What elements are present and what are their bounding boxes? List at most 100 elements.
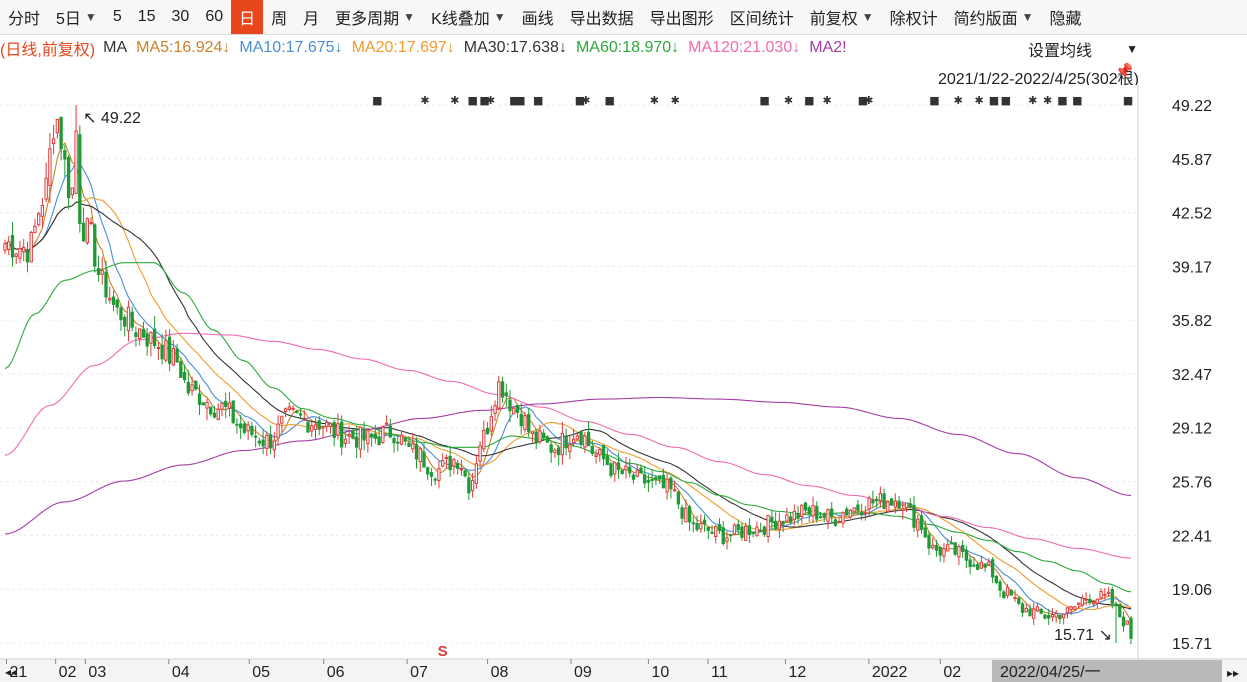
toolbar-item-2[interactable]: 5 [105,0,130,34]
candle [1080,594,1085,607]
candle [949,536,954,545]
toolbar-item-15[interactable]: 前复权 ▼ [802,0,882,34]
toolbar-item-13[interactable]: 导出图形 [642,0,722,34]
scroll-right-icon[interactable]: ▸▸ [1227,666,1239,680]
candle [1009,589,1013,596]
chevron-down-icon: ▼ [84,10,97,24]
toolbar-item-0[interactable]: 分时 [0,0,48,34]
toolbar-item-6[interactable]: 日 [231,0,264,34]
event-marker[interactable]: ■ [1057,94,1067,107]
event-marker[interactable]: ■ [467,94,477,107]
candle [358,426,363,458]
toolbar-item-14[interactable]: 区间统计 [722,0,802,34]
candle [336,413,340,440]
candle [1062,613,1066,625]
event-marker[interactable]: ✱ [420,94,429,107]
toolbar-item-8[interactable]: 月 [295,0,327,34]
toolbar-item-1[interactable]: 5日 ▼ [48,0,105,34]
event-marker[interactable]: ✱ [784,94,793,107]
legend-ma-label[interactable]: MA [103,39,128,56]
signal-marker[interactable]: S [438,643,448,660]
candle [691,516,695,533]
toolbar-item-18[interactable]: 隐藏 [1042,0,1090,34]
event-marker[interactable]: ■ [605,94,615,107]
candle [856,499,860,516]
candle [186,370,190,396]
scroll-left-icon[interactable]: ◂◂ [5,665,17,679]
legend-item-6: MA2! [809,39,847,56]
candle [874,496,879,508]
event-marker[interactable]: ■ [515,94,525,107]
toolbar-item-17[interactable]: 简约版面 ▼ [946,0,1042,34]
event-marker[interactable]: ■ [479,94,489,107]
event-marker[interactable]: ■ [372,94,382,107]
candle [134,326,138,347]
event-marker[interactable]: ✱ [954,94,963,107]
candle [422,443,426,468]
event-marker[interactable]: ■ [759,94,769,107]
candle [497,376,501,411]
event-marker[interactable]: ✱ [974,94,983,107]
candle [104,260,108,304]
candle [366,428,370,453]
event-marker[interactable]: ✱ [823,94,832,107]
candle [1106,587,1111,597]
candle [130,306,134,332]
low-price-label: 15.71 ↘ [1054,627,1112,644]
toolbar-item-12[interactable]: 导出数据 [562,0,642,34]
event-marker[interactable]: ✱ [581,94,590,107]
candle [882,488,886,510]
candle [755,521,759,537]
candle [538,424,542,445]
toolbar-item-4[interactable]: 30 [164,0,198,34]
toolbar-item-16[interactable]: 除权计 [882,0,946,34]
candle [1005,584,1010,599]
event-marker[interactable]: ■ [929,94,939,107]
event-marker[interactable]: ■ [1001,94,1011,107]
candle [152,316,157,349]
event-marker[interactable]: ✱ [864,94,873,107]
event-marker[interactable]: ✱ [450,94,459,107]
pin-icon[interactable]: 📌 [1114,63,1134,80]
event-marker[interactable]: ■ [1123,94,1133,107]
toolbar-item-10[interactable]: K线叠加 ▼ [423,0,514,34]
event-marker[interactable]: ■ [989,94,999,107]
time-tick-label: 21 [9,664,27,681]
toolbar-item-11[interactable]: 画线 [514,0,562,34]
toolbar-item-label: 5 [112,8,122,25]
candle [983,563,987,573]
event-marker[interactable]: ✱ [1028,94,1037,107]
toolbar-item-7[interactable]: 周 [263,0,295,34]
toolbar-item-9[interactable]: 更多周期 ▼ [327,0,423,34]
candle [661,468,666,489]
candle [1069,605,1073,616]
candle [33,218,37,234]
candle [3,239,7,255]
candle [628,458,632,478]
candle [564,428,568,456]
event-marker[interactable]: ✱ [486,94,495,107]
legend-item-4: MA60:18.970↓ [575,39,680,56]
event-marker[interactable]: ■ [1072,94,1082,107]
toolbar-item-3[interactable]: 15 [130,0,164,34]
candle [70,187,74,199]
candle [197,384,202,415]
candle [732,523,737,536]
event-marker[interactable]: ■ [575,94,585,107]
candle [145,327,149,356]
event-marker[interactable]: ■ [533,94,543,107]
event-marker[interactable]: ■ [858,94,868,107]
event-marker[interactable]: ✱ [1043,94,1052,107]
event-marker[interactable]: ■ [509,94,519,107]
event-marker[interactable]: ■ [804,94,814,107]
time-tick-label: 02 [943,664,961,681]
candle [448,445,452,477]
event-marker[interactable]: ✱ [671,94,680,107]
candle [766,514,770,543]
candle [665,473,669,500]
ma-settings-button[interactable]: 设置均线 ▼ [1028,38,1138,60]
legend-item-0: MA5:16.924↓ [136,39,231,56]
toolbar-item-5[interactable]: 60 [197,0,231,34]
event-marker[interactable]: ✱ [650,94,659,107]
